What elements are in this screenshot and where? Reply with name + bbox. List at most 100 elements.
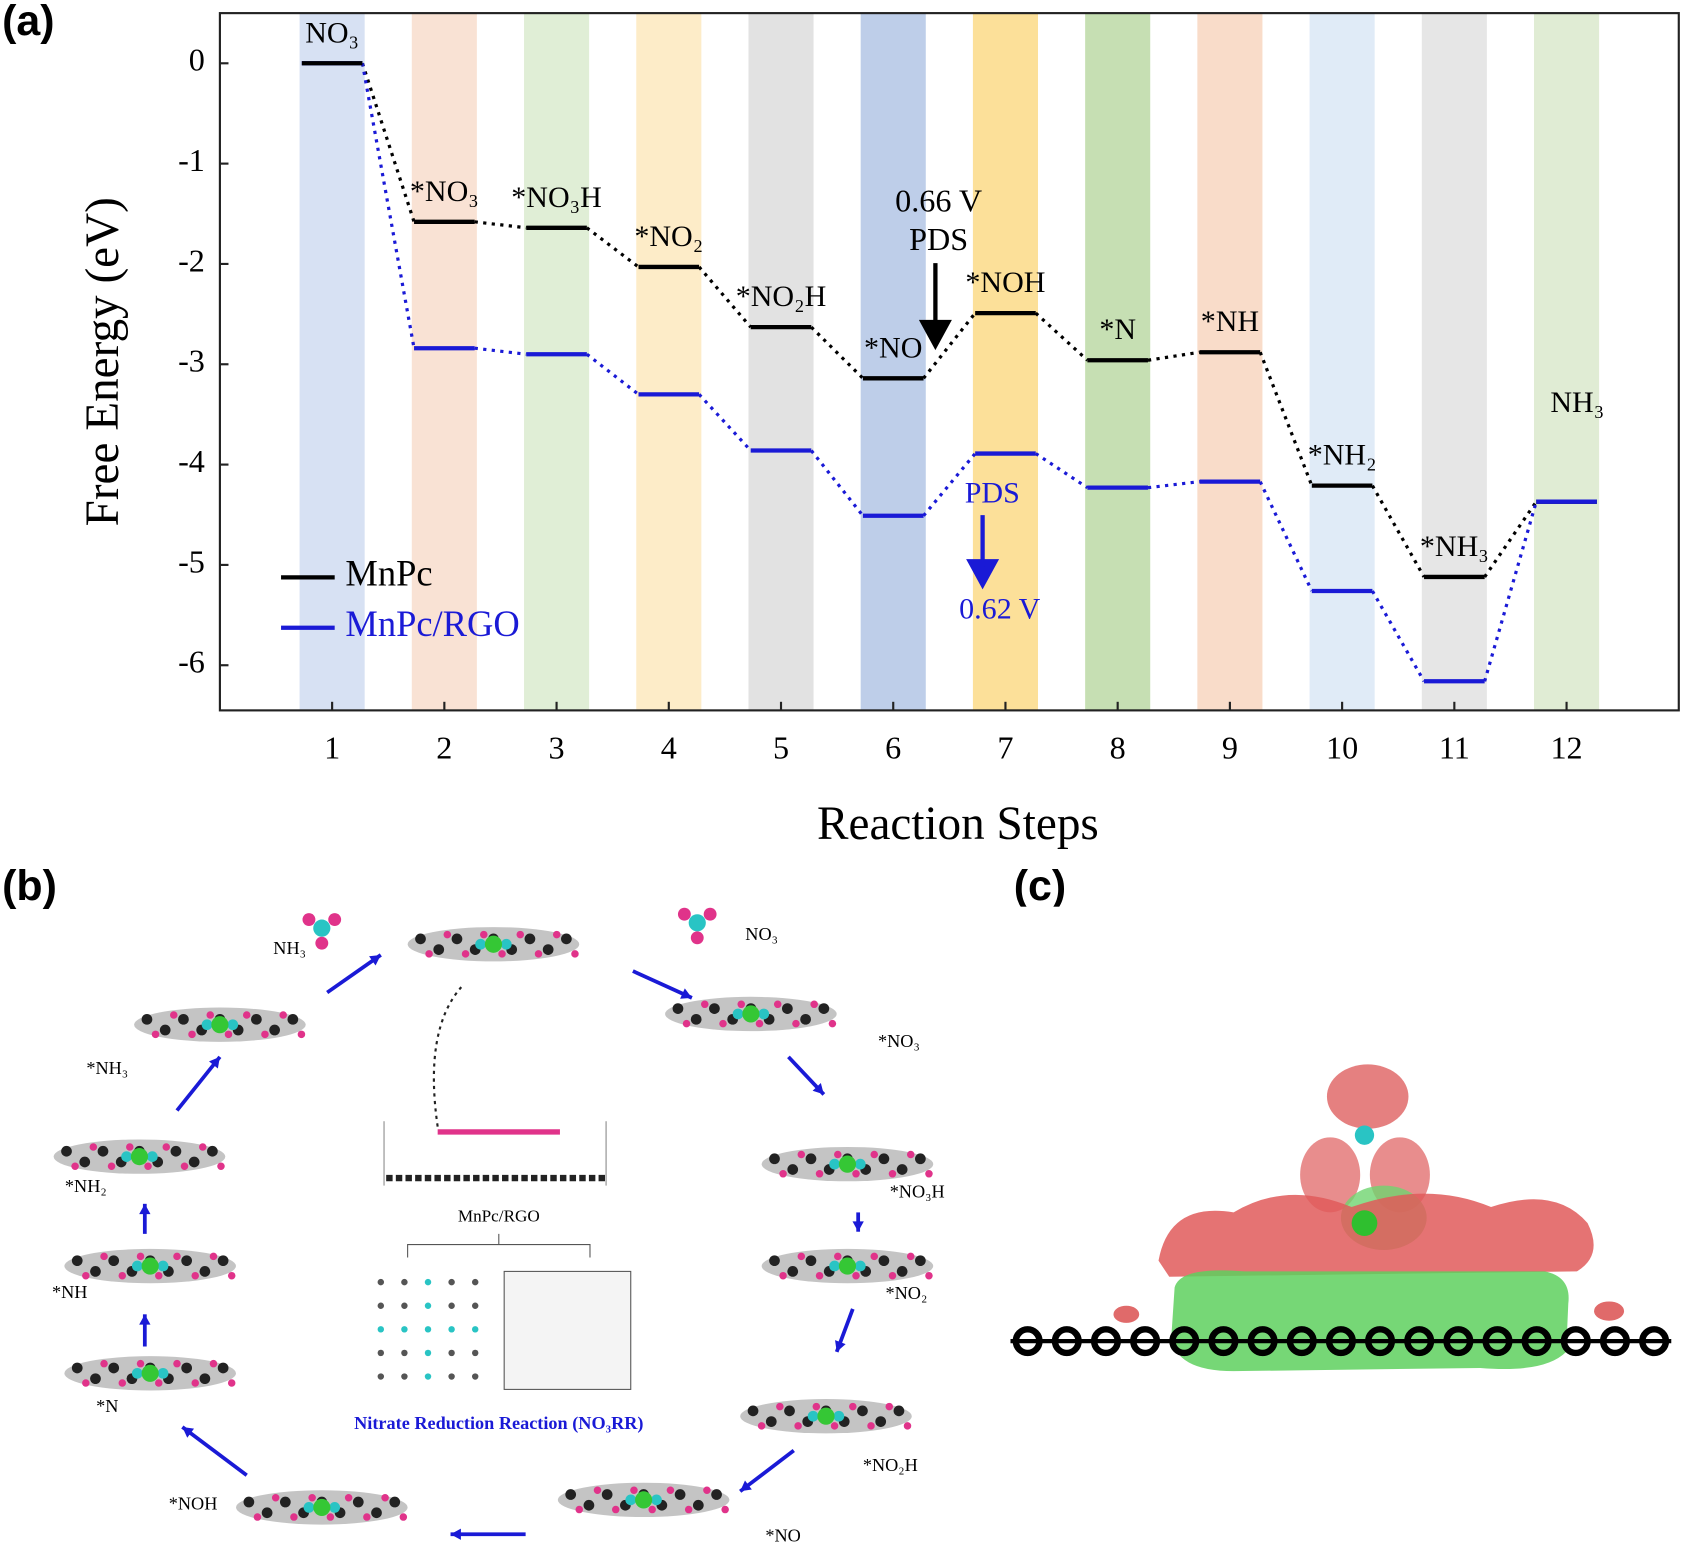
atom — [703, 1486, 711, 1494]
atom — [834, 1252, 842, 1261]
atom — [227, 1019, 239, 1031]
atom — [524, 933, 536, 945]
atom — [498, 950, 506, 958]
atom — [475, 938, 486, 950]
atom — [769, 1153, 780, 1165]
atom — [159, 1024, 171, 1036]
atom — [583, 1499, 595, 1511]
atom — [271, 1493, 280, 1502]
atom — [136, 1359, 145, 1368]
atom — [593, 1486, 602, 1494]
x-tick-label: 9 — [1222, 730, 1238, 766]
cycle-arrow — [181, 1425, 248, 1477]
atom — [830, 1422, 839, 1430]
atom — [448, 1349, 455, 1357]
atom — [131, 1367, 143, 1379]
atom — [157, 1367, 169, 1379]
atom — [805, 1153, 817, 1165]
atom — [141, 1364, 159, 1382]
atom — [100, 1359, 108, 1368]
atom — [651, 1494, 662, 1506]
atom — [829, 1158, 840, 1170]
step-label: NH₃ — [1550, 386, 1604, 419]
atom — [784, 1405, 795, 1417]
atom — [170, 1011, 178, 1019]
atom — [575, 1505, 584, 1514]
atom — [688, 914, 706, 932]
atom — [833, 1410, 845, 1422]
graphene-structure — [503, 1270, 632, 1390]
y-tick-label: -3 — [178, 343, 205, 379]
arrow-head — [680, 988, 692, 999]
atom — [1208, 1326, 1239, 1357]
graphene-atoms — [1012, 1326, 1670, 1357]
atom — [97, 1145, 109, 1157]
atom — [906, 1150, 915, 1159]
atom — [399, 1513, 408, 1521]
atom — [1090, 1326, 1121, 1357]
atom — [217, 1162, 225, 1171]
atom — [611, 1505, 620, 1514]
legend-label: MnPc — [345, 554, 432, 594]
atom — [787, 1266, 799, 1277]
x-tick-label: 6 — [885, 730, 901, 766]
species-label: *NO₂H — [863, 1455, 918, 1475]
atom — [792, 1019, 800, 1028]
connector — [1147, 480, 1200, 490]
atom — [181, 1255, 193, 1267]
connector — [1483, 501, 1538, 682]
atom — [852, 1170, 860, 1178]
panel-label: (a) — [2, 0, 54, 45]
species-label: *NO₃ — [878, 1031, 920, 1051]
atom — [199, 1266, 211, 1277]
atom — [118, 1271, 127, 1280]
atom — [90, 1373, 101, 1385]
atom — [797, 1150, 806, 1159]
atom — [461, 950, 470, 958]
atom — [448, 1326, 455, 1333]
atom — [401, 1373, 408, 1380]
atom — [209, 1252, 218, 1261]
atom — [100, 1252, 108, 1261]
atom — [199, 1373, 211, 1385]
legend-label: MnPc/RGO — [345, 604, 519, 644]
atom — [191, 1271, 199, 1280]
atom — [126, 1143, 134, 1151]
atom — [857, 1405, 868, 1417]
atom — [782, 1003, 793, 1014]
atom — [1286, 1326, 1317, 1357]
step-label: *N — [1099, 313, 1136, 346]
atom — [534, 950, 543, 958]
connector — [810, 325, 865, 380]
atom — [701, 1000, 709, 1009]
y-tick-label: -4 — [178, 443, 205, 479]
atom — [807, 1410, 819, 1422]
atom — [1130, 1326, 1161, 1357]
atom — [191, 1379, 199, 1387]
y-tick-label: -5 — [178, 543, 205, 579]
species-label: *NH₃ — [86, 1058, 128, 1078]
atom — [71, 1162, 79, 1171]
atom — [377, 1373, 385, 1380]
annotation: 0.66 V — [895, 182, 982, 218]
atom — [377, 1278, 385, 1286]
atom — [82, 1271, 90, 1280]
atom — [1351, 1210, 1378, 1237]
atom — [227, 1271, 236, 1280]
arrow-head — [182, 1426, 195, 1438]
step-label: *NO — [864, 331, 922, 364]
atom — [1443, 1326, 1474, 1357]
cycle-arrow — [326, 953, 382, 995]
step-label: *NO₂H — [736, 280, 827, 313]
atom — [433, 944, 445, 955]
atom — [915, 1153, 926, 1165]
atom — [769, 1255, 780, 1267]
y-tick-label: -1 — [178, 142, 205, 178]
arrow-head — [852, 1221, 864, 1232]
atom — [188, 1156, 200, 1168]
atom — [737, 1000, 745, 1009]
arrow-head — [369, 954, 381, 966]
step-label: *NH₃ — [1420, 530, 1489, 563]
step-band — [1534, 13, 1600, 711]
